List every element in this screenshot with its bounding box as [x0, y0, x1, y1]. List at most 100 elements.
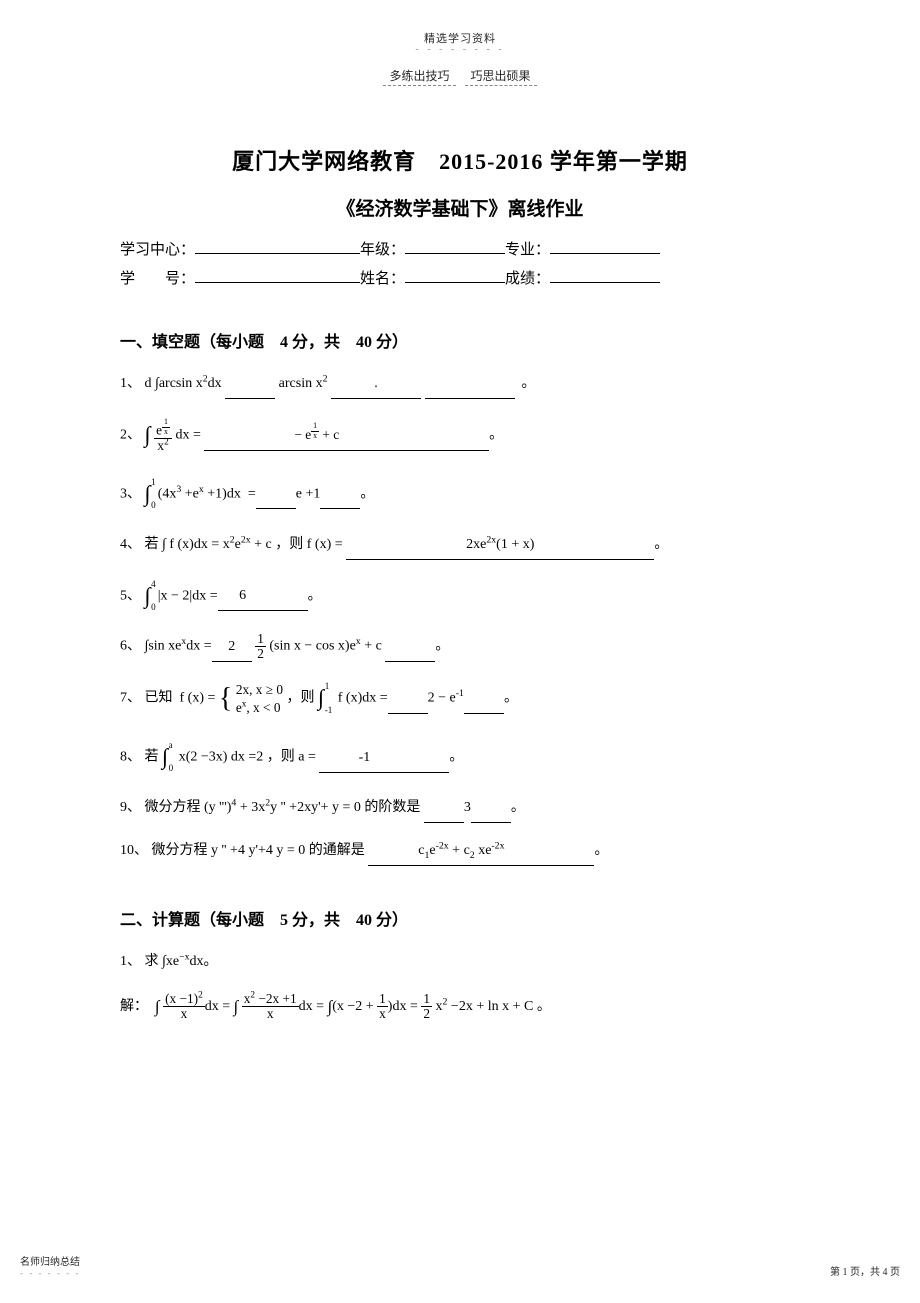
question-5: 5、 ∫ 40 |x − 2|dx =6 。 — [120, 574, 800, 619]
question-4: 4、 若 ∫ f (x)dx = x2e2x + c ，则 f (x) = 2x… — [120, 531, 800, 560]
q9-mid2: y '' +2xy'+ y = 0 — [270, 800, 361, 815]
q1-period: 。 — [522, 376, 536, 391]
q3-num: 3、 — [120, 486, 141, 501]
q9-num: 9、 — [120, 800, 141, 815]
q10-blk2 — [504, 837, 594, 866]
q2-num: 2、 — [120, 428, 141, 443]
q1-text-b: dx — [208, 376, 222, 391]
q1-dot: . — [374, 376, 378, 391]
q6-lead: ∫sin xe — [145, 639, 182, 654]
question-6: 6、 ∫sin xexdx =2 12 (sin x − cos x)ex + … — [120, 632, 800, 662]
q6-blank — [385, 633, 435, 662]
q10-period: 。 — [594, 843, 608, 858]
q9-mid: + 3x — [236, 800, 265, 815]
q1-blank1 — [225, 370, 275, 399]
footer-left-text: 名师归纳总结 — [20, 1253, 80, 1268]
sol-frac2: x2 −2x +1 x — [242, 992, 299, 1021]
integral-icon: ∫ — [234, 990, 239, 1024]
q6-ans-a: (sin x − cos x)e — [269, 639, 355, 654]
q5-answer: 6 — [218, 582, 268, 611]
page-subtitle: 《经济数学基础下》离线作业 — [120, 194, 800, 221]
q5-period: 。 — [308, 588, 322, 603]
footer-left: 名师归纳总结 - - - - - - - — [20, 1253, 80, 1278]
info-row-2: 学 号： 姓名： 成绩： — [120, 267, 800, 289]
q3-answer: e +1 — [296, 486, 321, 501]
q4-c: + c ，则 f (x) = — [251, 537, 343, 552]
q2-period: 。 — [489, 428, 503, 443]
q10-answer: c1e-2x + c2 xe-2x — [418, 837, 504, 866]
blank-major — [550, 237, 660, 254]
q4-blank2 — [534, 531, 654, 560]
q8-mid: x(2 −3x) dx =2 ，则 a = — [175, 750, 316, 765]
q4-ans-a: 2xe — [466, 537, 486, 552]
cq1-body: 求 ∫xe — [145, 954, 180, 969]
q1-text-a: d ∫arcsin x — [145, 376, 203, 391]
header-dots: - - - - - - - - — [120, 44, 800, 55]
question-3: 3、 ∫ 10 (4x3 +ex +1)dx = e +1 。 — [120, 472, 800, 517]
q10-lead: 微分方程 y '' +4 y'+4 y = 0 — [152, 843, 306, 858]
cq1-num: 1、 — [120, 954, 141, 969]
integral-icon: ∫ — [318, 676, 324, 721]
q8-blk2 — [409, 744, 449, 773]
label-sid: 学 号： — [120, 267, 195, 288]
sol-frac1: (x −1)2 x — [163, 992, 205, 1021]
page-title: 厦门大学网络教育 2015-2016 学年第一学期 — [120, 144, 800, 176]
q10-a4: xe — [475, 843, 492, 858]
footer-right: 第 1 页，共 4 页 — [830, 1263, 900, 1278]
q7-ans: 2 − e — [428, 691, 456, 706]
integral-icon: ∫ — [145, 574, 151, 619]
solution-label: 解： — [120, 999, 148, 1014]
q3-blank2 — [320, 480, 360, 509]
q7-mid: ，则 — [287, 691, 315, 706]
q7-period: 。 — [504, 691, 518, 706]
comp-solution-1: 解： ∫ (x −1)2 x dx = ∫ x2 −2x +1 x dx = ∫… — [120, 990, 800, 1024]
q8-period: 。 — [449, 750, 463, 765]
q9-order: 的阶数是 — [364, 800, 424, 815]
question-10: 10、 微分方程 y '' +4 y'+4 y = 0 的通解是 c1e-2x … — [120, 837, 800, 866]
q2-ans-a: − e — [294, 427, 311, 442]
q8-answer: -1 — [319, 744, 409, 773]
q1-blank3 — [425, 370, 515, 399]
sol-frac3: 1x — [377, 992, 388, 1021]
comp-question-1: 1、 求 ∫xe−xdx。 — [120, 948, 800, 976]
info-row-1: 学习中心： 年级： 专业： — [120, 237, 800, 259]
q3-blank1 — [256, 480, 296, 509]
q6-dx: dx = — [186, 639, 211, 654]
q5-ans: 6 — [239, 588, 246, 603]
q3-period: 。 — [360, 486, 374, 501]
q2-blank1 — [204, 422, 294, 451]
q6-blkA: 2 — [212, 633, 252, 662]
q4-period: 。 — [654, 537, 668, 552]
q1-num: 1、 — [120, 376, 141, 391]
q7-row2b: , x < 0 — [246, 700, 280, 715]
q9-period: 。 — [511, 800, 525, 815]
q10-gen: 的通解是 — [309, 843, 369, 858]
q7-blk2 — [464, 685, 504, 714]
slogan-left: 多练出技巧 — [383, 69, 455, 86]
q2-blank2 — [339, 422, 489, 451]
q4-lead: 若 ∫ f (x)dx = x — [145, 537, 230, 552]
label-grade: 年级： — [360, 238, 405, 259]
integral-icon: ∫ — [328, 990, 333, 1024]
q6-ans-b: + c — [361, 639, 382, 654]
q10-a3: + c — [449, 843, 470, 858]
q9-lead: 微分方程 (y ''') — [145, 800, 232, 815]
q7-blk1 — [388, 685, 428, 714]
integral-icon: ∫ — [162, 735, 168, 780]
question-2: 2、 ∫ e1x x2 dx = − e1x + c 。 — [120, 413, 800, 458]
page: 精选学习资料 - - - - - - - - 多练出技巧 巧思出硕果 厦门大学网… — [0, 0, 920, 1303]
q7-piecewise: { 2x, x ≥ 0 ex, x < 0 — [219, 681, 283, 716]
q9-ans: 3 — [464, 800, 471, 815]
q9-blk1 — [424, 794, 464, 823]
footer-left-dots: - - - - - - - — [20, 1268, 80, 1278]
q4-ans-b: (1 + x) — [496, 537, 534, 552]
q6-period: 。 — [435, 639, 449, 654]
q8-num: 8、 — [120, 750, 141, 765]
q7-lead: 已知 — [145, 691, 173, 706]
label-name: 姓名： — [360, 267, 405, 288]
q5-blank2 — [268, 582, 308, 611]
q5-num: 5、 — [120, 588, 141, 603]
footer-right-text: 第 1 页，共 4 页 — [830, 1263, 900, 1278]
q2-ans-b: + c — [319, 427, 339, 442]
label-major: 专业： — [505, 238, 550, 259]
